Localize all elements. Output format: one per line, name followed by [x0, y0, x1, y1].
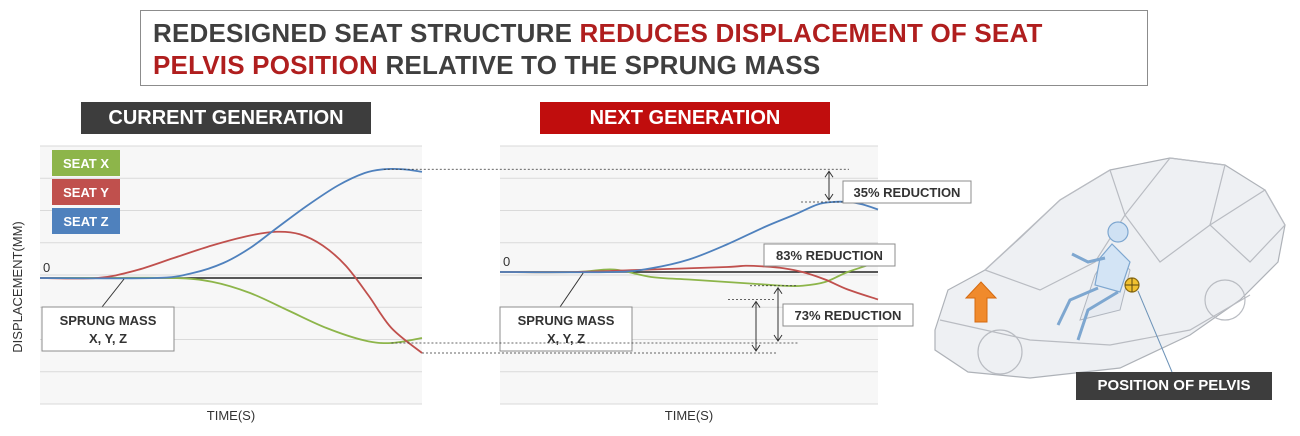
- position-of-pelvis-label: POSITION OF PELVIS: [1076, 372, 1272, 400]
- headline-part2: RELATIVE TO THE SPRUNG MASS: [378, 50, 821, 80]
- sill-line: [939, 294, 1251, 346]
- reduction-label-seat-z: 35% REDUCTION: [854, 185, 961, 200]
- legend-label-seat-z: SEAT Z: [63, 214, 108, 229]
- current-generation-badge: CURRENT GENERATION: [81, 102, 371, 134]
- reduction-callout-seat-y: [763, 243, 896, 267]
- headline-highlight1: REDUCES DISPLACEMENT OF SEAT: [579, 18, 1043, 48]
- sprung-mass-axes-label: X, Y, Z: [547, 331, 585, 346]
- sprung-mass-callout: [499, 306, 633, 352]
- arrow-head-top: [824, 170, 834, 178]
- reduction-callout-seat-x: [782, 303, 914, 327]
- arrow-head-bottom: [751, 344, 761, 352]
- sprung-mass-leader: [559, 272, 584, 308]
- series-line-seat-x: [499, 261, 879, 287]
- arrow-head-bottom: [824, 193, 834, 201]
- legend-swatch-seat-y: [52, 179, 120, 205]
- legend-swatch-seat-z: [52, 208, 120, 234]
- sprung-mass-axes-label: X, Y, Z: [89, 331, 127, 346]
- headline-part1: REDESIGNED SEAT STRUCTURE: [153, 18, 580, 48]
- chart-current-generation: 0 TIME(S) DISPLACEMENT(MM) SEAT X SEAT Y SEAT…: [10, 145, 423, 423]
- rear-wheel-arch: [1204, 279, 1246, 321]
- zero-tick-label: 0: [43, 260, 50, 275]
- headline-highlight2: PELVIS POSITION: [153, 50, 379, 80]
- y-axis-label: DISPLACEMENT(MM): [10, 221, 25, 352]
- sprung-mass-leader: [101, 278, 125, 308]
- chart-next-generation: 0 TIME(S) SPRUNG MASS X, Y, Z: [499, 145, 879, 423]
- headline-banner: REDESIGNED SEAT STRUCTURE REDUCES DISPLA…: [140, 10, 1148, 86]
- pelvis-leader-line: [1137, 290, 1173, 373]
- legend-swatch-seat-x: [52, 150, 120, 176]
- arrow-head-top: [751, 300, 761, 308]
- zero-tick-label: 0: [503, 254, 510, 269]
- series-line-seat-y: [39, 230, 423, 354]
- x-axis-label: TIME(S): [665, 408, 713, 423]
- series-line-seat-y: [499, 264, 879, 301]
- sprung-mass-callout: [41, 306, 175, 352]
- dummy-legs: [1056, 286, 1119, 341]
- dummy-torso: [1094, 243, 1131, 293]
- reduction-label-seat-y: 83% REDUCTION: [776, 248, 883, 263]
- roof-frame: [1124, 157, 1226, 263]
- x-axis-label: TIME(S): [207, 408, 255, 423]
- front-wheel-arch: [977, 329, 1023, 375]
- arrow-head-top: [773, 286, 783, 295]
- reduction-callout-seat-z: [842, 180, 972, 204]
- car-body-illustration: [934, 157, 1286, 379]
- dummy-arm: [1071, 252, 1106, 264]
- dummy-head: [1107, 221, 1129, 243]
- sprung-mass-label: SPRUNG MASS: [60, 313, 157, 328]
- legend-label-seat-y: SEAT Y: [63, 185, 109, 200]
- rear-window-frame: [1209, 189, 1286, 263]
- arrow-head-bottom: [773, 334, 783, 342]
- next-generation-badge: NEXT GENERATION: [540, 102, 830, 134]
- sprung-mass-label: SPRUNG MASS: [518, 313, 615, 328]
- legend-label-seat-x: SEAT X: [63, 156, 109, 171]
- reduction-label-seat-x: 73% REDUCTION: [795, 308, 902, 323]
- upward-arrow-icon: [964, 281, 998, 323]
